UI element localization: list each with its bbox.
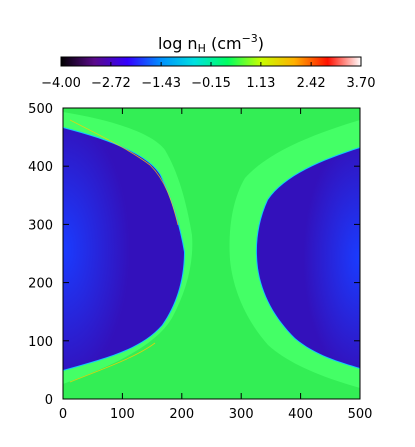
- y-axis: 0 100 200 300 400 500: [28, 102, 360, 408]
- x-tick-label: 300: [229, 407, 254, 422]
- colorbar-tick-label: 3.70: [347, 76, 376, 91]
- colorbar-title-sub: H: [198, 42, 206, 55]
- colorbar-title-close: ): [258, 34, 264, 53]
- left-filament: [69, 119, 179, 226]
- y-tick-label: 0: [45, 393, 53, 408]
- y-tick-label: 200: [28, 277, 53, 292]
- y-tick-label: 300: [28, 218, 53, 233]
- colorbar-tick-label: −4.00: [41, 76, 81, 91]
- x-tick-label: 0: [59, 407, 67, 422]
- heatmap-plot: [63, 108, 360, 399]
- x-tick-label: 100: [110, 407, 135, 422]
- x-tick-label: 500: [348, 407, 373, 422]
- colorbar-title-exp: −3: [242, 32, 258, 45]
- left-filament-lower: [69, 342, 156, 383]
- y-tick-label: 500: [28, 102, 53, 117]
- colorbar-tick-label: 2.42: [297, 76, 326, 91]
- left-bubble-void: [63, 128, 184, 370]
- colorbar-title: log nH (cm−3): [158, 32, 264, 55]
- colorbar-title-prefix: log n: [158, 34, 198, 53]
- x-tick-label: 200: [169, 407, 194, 422]
- colorbar-ticks: −4.00 −2.72 −1.43 −0.15 1.13 2.42 3.70: [41, 62, 375, 91]
- colorbar-tick-label: −0.15: [191, 76, 231, 91]
- colorbar-tick-label: −2.72: [91, 76, 131, 91]
- y-tick-label: 400: [28, 160, 53, 175]
- right-bubble-void: [256, 148, 360, 368]
- colorbar-tick-label: 1.13: [246, 76, 275, 91]
- x-axis: 0 100 200 300 400 500: [59, 108, 373, 422]
- colorbar-tick-label: −1.43: [141, 76, 181, 91]
- colorbar-title-unit: (cm: [206, 34, 242, 53]
- x-tick-label: 400: [288, 407, 313, 422]
- y-tick-label: 100: [28, 335, 53, 350]
- plot-frame: [62, 107, 361, 400]
